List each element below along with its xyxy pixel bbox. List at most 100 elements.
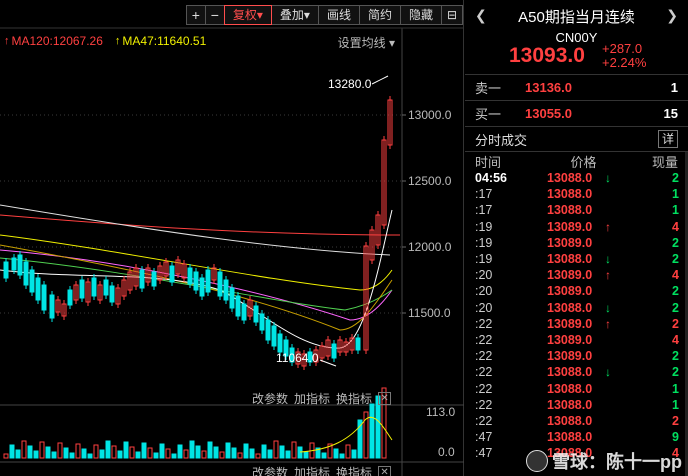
zoom-out-button[interactable]: −	[204, 5, 225, 25]
candle-body	[115, 287, 121, 305]
candle-body	[163, 261, 169, 277]
candle-body	[253, 305, 259, 323]
volume-bar	[351, 449, 357, 459]
previous-contract-icon[interactable]: ❮	[475, 7, 487, 23]
tick-price: 13088.0	[547, 430, 593, 445]
close-icon[interactable]: ✕	[378, 466, 392, 476]
arrow-up-icon: ↑	[605, 316, 611, 331]
collapse-panel-icon[interactable]: ⊟	[441, 5, 463, 25]
candle-body	[3, 261, 9, 279]
price-axis-label: 13000.0	[408, 108, 452, 122]
volume-bar	[21, 440, 27, 459]
ticks-header: 分时成交 详	[465, 126, 688, 152]
tick-time: :22	[475, 365, 493, 380]
quote-header: ❮ A50期指当月连续 ❯ CN00Y 13093.0 +287.0 +2.24…	[465, 0, 688, 74]
change-params-button[interactable]: 改参数	[252, 392, 289, 406]
volume-bar	[99, 449, 105, 459]
candle-body	[325, 339, 331, 357]
col-price: 价格	[570, 154, 597, 170]
chart-toolbar: + − 复权▾ 叠加▾ 画线 简约 隐藏 ⊟	[185, 4, 463, 26]
candle-body	[23, 261, 29, 286]
add-indicator-button[interactable]: 加指标	[294, 392, 331, 406]
switch-indicator-button-2[interactable]: 换指标	[336, 466, 373, 476]
watermark: 雪球：陈十一pp	[526, 448, 682, 474]
volume-bar	[357, 419, 363, 459]
volume-bar	[189, 440, 195, 459]
volume-ma-curve	[299, 417, 393, 453]
candle-body	[211, 267, 217, 281]
volume-bar	[267, 449, 273, 459]
ticks-list[interactable]: 04:56 13088.0 ↓ 2:17 13088.0 1:17 13088.0 1:19 1…	[465, 170, 688, 461]
tick-volume: 4	[672, 332, 679, 347]
next-contract-icon[interactable]: ❯	[666, 7, 678, 23]
tick-row: :20 13089.0 ↑ 4	[465, 267, 688, 283]
zoom-in-button[interactable]: +	[185, 5, 206, 25]
ma47-arrow-icon: ↑	[114, 35, 121, 47]
volume-bar	[315, 447, 321, 459]
ma120-arrow-icon: ↑	[4, 35, 10, 47]
volume-bar	[375, 395, 381, 459]
tick-row: :17 13088.0 1	[465, 202, 688, 218]
ticks-detail-button[interactable]: 详	[658, 130, 678, 148]
candle-body	[187, 267, 193, 285]
ma47-value: MA47:11640.51	[122, 34, 207, 48]
candle-body	[375, 214, 381, 246]
tick-time: :19	[475, 235, 493, 250]
hide-button[interactable]: 隐藏	[399, 5, 442, 25]
tick-price: 13089.0	[547, 332, 593, 347]
switch-indicator-button[interactable]: 换指标	[336, 392, 373, 406]
volume-bar	[3, 453, 9, 459]
kline-chart[interactable]: 13000.0 12500.0 12000.0 11500.0 13280.0 11064…	[0, 0, 464, 476]
tick-price: 13089.0	[547, 349, 593, 364]
volume-bar	[135, 451, 141, 459]
close-icon[interactable]: ✕	[378, 392, 392, 405]
volume-bar	[153, 452, 159, 459]
volume-bar	[75, 443, 81, 459]
ma-settings-button[interactable]: 设置均线 ▾	[338, 34, 395, 51]
ticks-scrollbar[interactable]	[685, 152, 688, 476]
candle-body	[133, 267, 139, 287]
volume-bar	[303, 451, 309, 459]
volume-bar	[213, 446, 219, 459]
chevron-down-icon: ▾	[388, 36, 395, 50]
arrow-down-icon: ↓	[605, 171, 611, 186]
change-params-button-2[interactable]: 改参数	[252, 466, 289, 476]
volume-bar	[39, 441, 45, 459]
adjust-dropdown[interactable]: 复权▾	[223, 5, 272, 25]
divider	[465, 74, 688, 75]
overlay-dropdown[interactable]: 叠加▾	[270, 5, 319, 25]
tick-time: :22	[475, 316, 493, 331]
volume-bar	[9, 444, 15, 459]
volume-bar	[219, 451, 225, 459]
tick-time: :22	[475, 397, 493, 412]
tick-row: :19 13088.0 ↓ 2	[465, 251, 688, 267]
candle-body	[277, 333, 283, 353]
tick-row: :22 13089.0 2	[465, 348, 688, 364]
tick-price: 13088.0	[547, 171, 593, 186]
tick-volume: 2	[672, 252, 679, 267]
draw-line-button[interactable]: 画线	[317, 5, 360, 25]
candle-body	[331, 343, 337, 359]
volume-bar	[117, 450, 123, 459]
change-value: +287.0	[602, 41, 643, 56]
candle-body	[307, 351, 313, 363]
price-change: +287.0 +2.24%	[602, 42, 646, 70]
volume-bar	[27, 445, 33, 459]
candle-body	[217, 271, 223, 297]
kline-chart-pane[interactable]: 13000.0 12500.0 12000.0 11500.0 13280.0 11064…	[0, 0, 464, 476]
ma-curve	[0, 257, 393, 311]
simple-mode-button[interactable]: 简约	[358, 5, 401, 25]
volume-bar	[105, 440, 111, 459]
arrow-down-icon: ↓	[605, 300, 611, 315]
high-annotation: 13280.0	[328, 77, 372, 91]
tick-volume: 2	[672, 235, 679, 250]
tick-price: 13088.0	[547, 187, 593, 202]
ma120-legend: ↑ MA120:12067.26	[4, 34, 103, 48]
xueqiu-logo-icon	[526, 450, 548, 472]
tick-row: :17 13088.0 1	[465, 186, 688, 202]
tick-row: :22 13088.0 1	[465, 380, 688, 396]
volume-bar	[327, 443, 333, 459]
add-indicator-button-2[interactable]: 加指标	[294, 466, 331, 476]
volume-bar	[333, 448, 339, 459]
sub-indicator-bar: 改参数 加指标 换指标 ✕	[252, 464, 392, 476]
